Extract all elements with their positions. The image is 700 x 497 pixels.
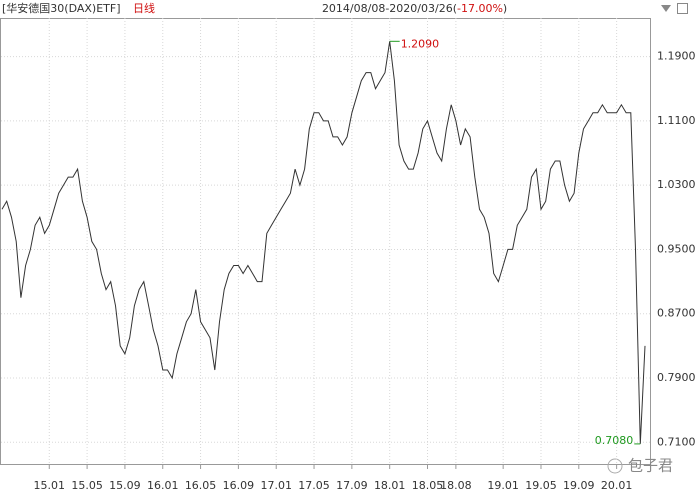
x-tick-label: 15.01 — [34, 479, 66, 492]
x-tick-label: 17.05 — [298, 479, 330, 492]
max-annotation: 1.2090 — [401, 37, 440, 50]
range-end: ) — [503, 2, 507, 15]
x-tick-label: 20.01 — [601, 479, 633, 492]
x-tick-label: 19.05 — [525, 479, 557, 492]
x-tick-label: 19.09 — [563, 479, 595, 492]
y-tick-label: 1.1900 — [657, 50, 696, 63]
change-label: -17.00% — [457, 2, 503, 15]
window-icon[interactable] — [677, 3, 688, 14]
x-tick-label: 15.09 — [109, 479, 141, 492]
min-annotation: 0.7080 — [595, 434, 634, 447]
y-tick-label: 1.1100 — [657, 114, 696, 127]
y-tick-label: 0.7100 — [657, 435, 696, 448]
x-tick-label: 19.01 — [487, 479, 519, 492]
x-tick-label: 17.01 — [260, 479, 292, 492]
watermark-text: 包子君 — [628, 457, 673, 475]
x-tick-label: 16.01 — [147, 479, 179, 492]
chart-title: [华安德国30(DAX)ETF] — [2, 1, 121, 15]
period-label: 日线 — [133, 1, 155, 15]
x-tick-label: 15.05 — [71, 479, 103, 492]
y-tick-label: 0.8700 — [657, 307, 696, 320]
y-tick-label: 1.0300 — [657, 178, 696, 191]
x-tick-label: 16.05 — [185, 479, 217, 492]
x-tick-label: 18.01 — [374, 479, 406, 492]
watermark: 包子君 — [607, 457, 673, 475]
range-header: 2014/08/08-2020/03/26( -17.00% ) — [322, 2, 507, 15]
x-tick-label: 16.09 — [223, 479, 255, 492]
x-tick-label: 18.08 — [440, 479, 472, 492]
plot-frame — [0, 18, 651, 465]
x-tick-label: 17.09 — [336, 479, 368, 492]
price-line — [1, 41, 646, 444]
range-label: 2014/08/08-2020/03/26( — [322, 2, 457, 15]
y-tick-label: 0.7900 — [657, 371, 696, 384]
x-tick-label: 18.05 — [412, 479, 444, 492]
dropdown-icon[interactable] — [661, 5, 671, 12]
y-tick-label: 0.9500 — [657, 242, 696, 255]
